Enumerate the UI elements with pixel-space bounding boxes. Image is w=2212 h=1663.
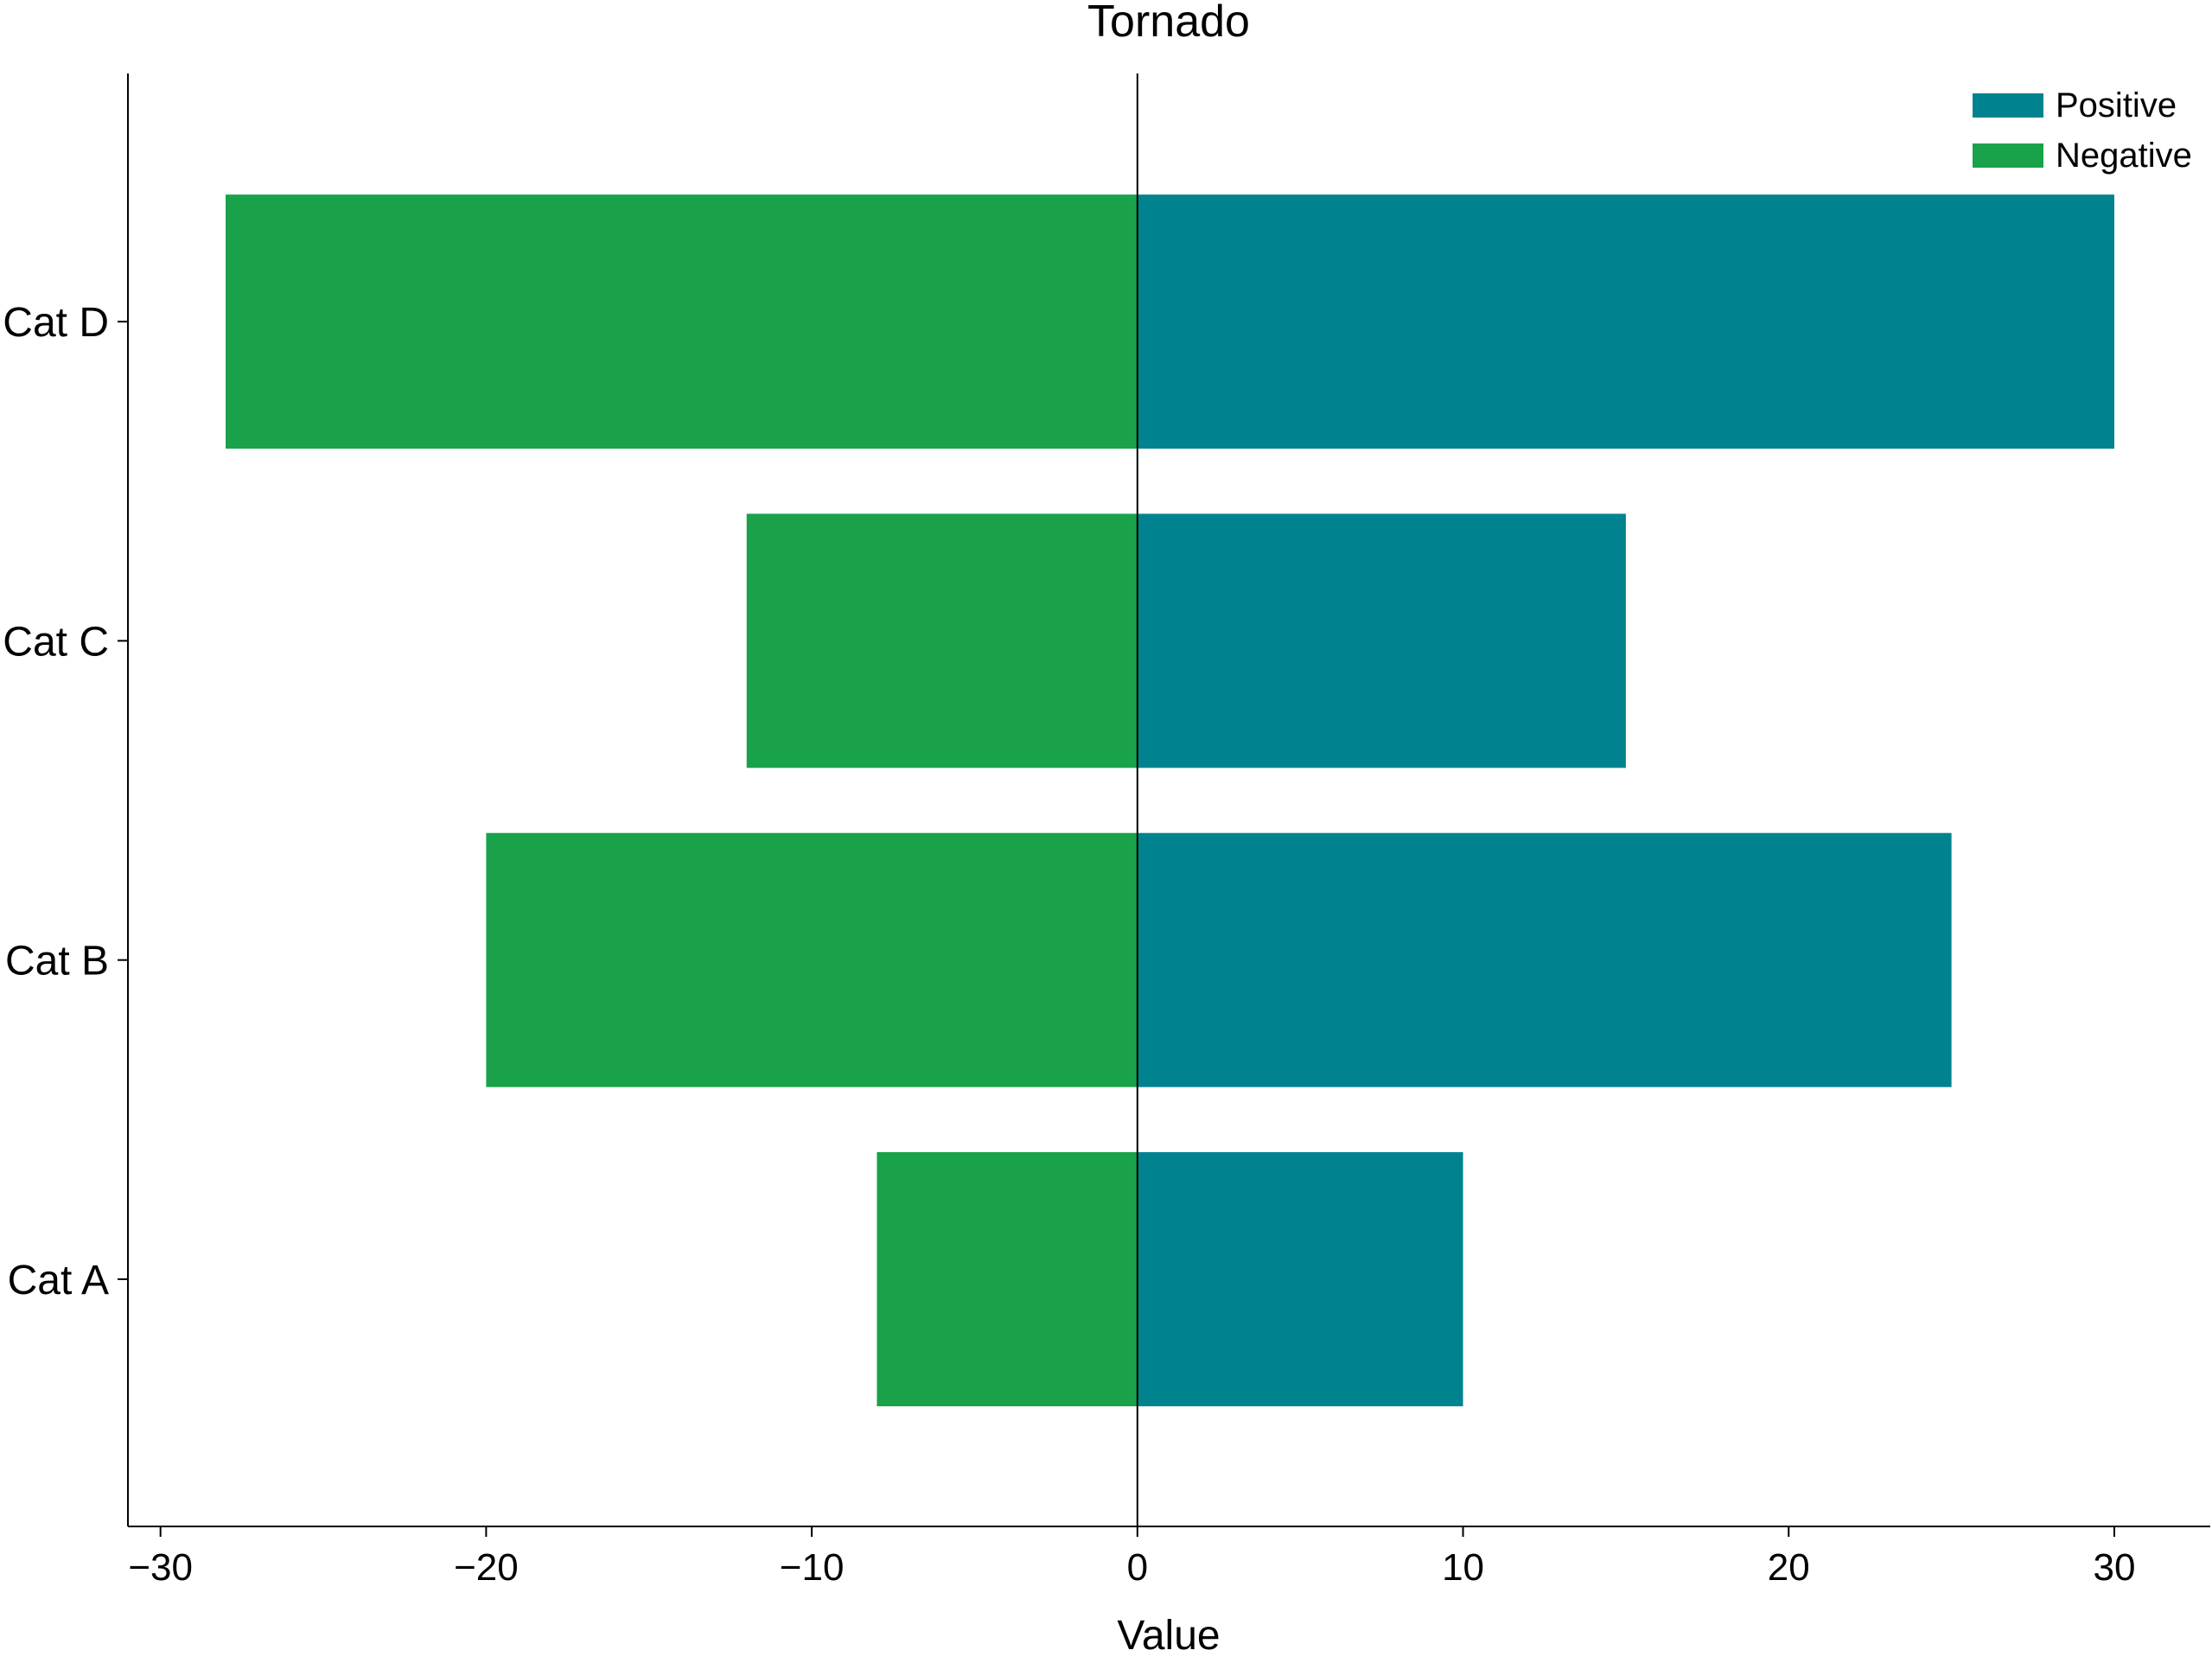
y-ticks-layer: Cat A Cat B Cat C Cat D (3, 300, 128, 1303)
legend: Positive Negative (1973, 86, 2192, 175)
bar-positive-cat-a (1137, 1152, 1463, 1406)
x-tick-label: −10 (780, 1546, 845, 1589)
legend-label-positive: Positive (2056, 86, 2177, 124)
x-tick-label: 20 (1768, 1546, 1810, 1589)
x-ticks-layer: −30 −20 −10 0 10 20 30 (128, 1526, 2135, 1589)
y-tick-label: Cat C (3, 619, 109, 665)
bar-positive-cat-c (1137, 513, 1626, 768)
legend-swatch-positive (1973, 93, 2043, 118)
x-axis-label: Value (1117, 1613, 1220, 1659)
bars-layer (226, 194, 2114, 1406)
bar-positive-cat-b (1137, 832, 1952, 1087)
bar-negative-cat-d (226, 194, 1138, 449)
x-tick-label: 10 (1442, 1546, 1484, 1589)
x-tick-label: 30 (2094, 1546, 2136, 1589)
legend-label-negative: Negative (2056, 137, 2192, 175)
y-tick-label: Cat B (5, 939, 109, 984)
x-tick-label: 0 (1127, 1546, 1148, 1589)
x-tick-label: −20 (454, 1546, 519, 1589)
bar-negative-cat-a (877, 1152, 1138, 1406)
chart-title: Tornado (1087, 0, 1250, 47)
y-tick-label: Cat D (3, 300, 109, 346)
bar-positive-cat-d (1137, 194, 2114, 449)
bar-negative-cat-b (486, 832, 1138, 1087)
legend-swatch-negative (1973, 143, 2043, 168)
y-tick-label: Cat A (8, 1258, 109, 1303)
x-tick-label: −30 (128, 1546, 193, 1589)
bar-negative-cat-c (746, 513, 1138, 768)
